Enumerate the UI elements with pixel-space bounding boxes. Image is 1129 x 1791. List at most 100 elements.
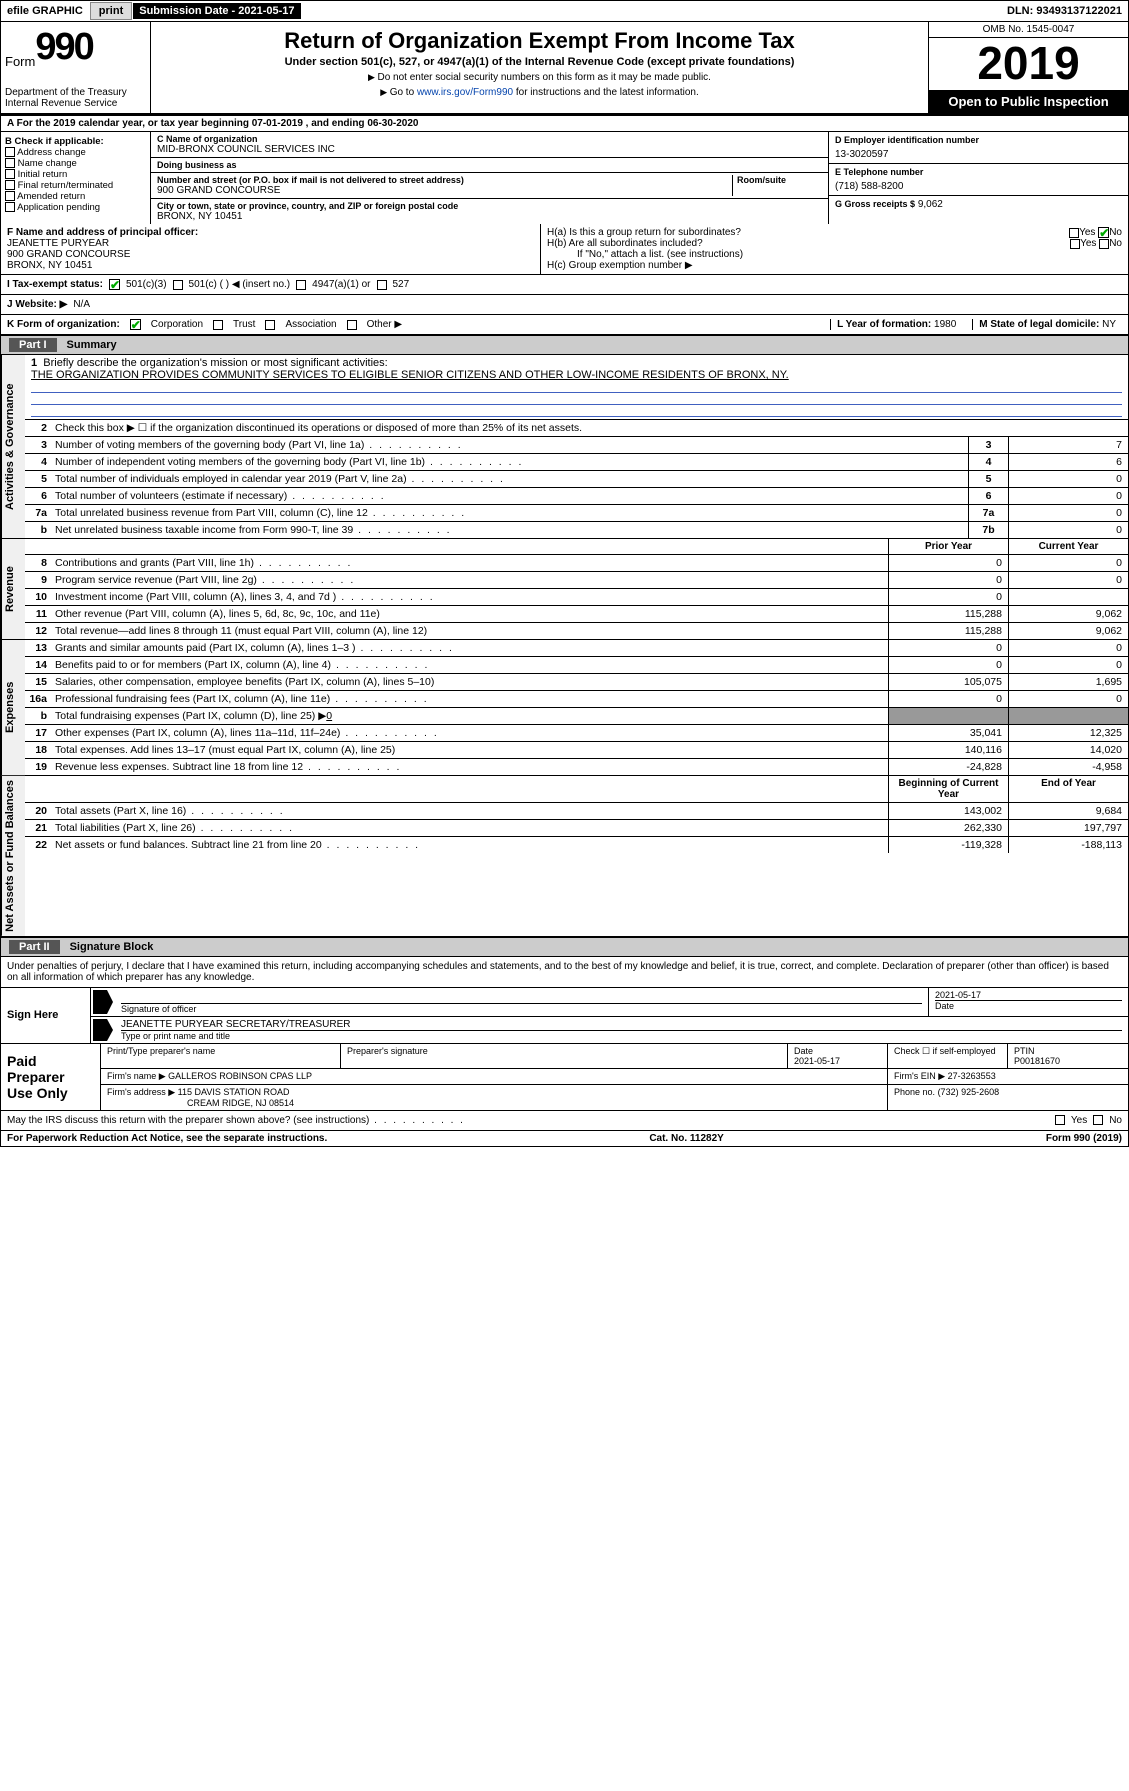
- efile-label: efile GRAPHIC: [1, 3, 89, 19]
- fh-block: F Name and address of principal officer:…: [0, 224, 1129, 275]
- line14: Benefits paid to or for members (Part IX…: [51, 657, 888, 673]
- firm-phone: Phone no. (732) 925-2608: [888, 1085, 1128, 1110]
- expenses-section: Expenses 13Grants and similar amounts pa…: [0, 639, 1129, 775]
- section-e: E Telephone number (718) 588-8200: [829, 164, 1128, 196]
- ein: 13-3020597: [835, 145, 1122, 160]
- line21: Total liabilities (Part X, line 26): [51, 820, 888, 836]
- vtab-revenue: Revenue: [1, 539, 25, 639]
- prep-ptin: PTINP00181670: [1008, 1044, 1128, 1068]
- website: N/A: [73, 299, 90, 310]
- line20: Total assets (Part X, line 16): [51, 803, 888, 819]
- dba-label: Doing business as: [157, 160, 237, 170]
- discuss-yes[interactable]: [1055, 1115, 1065, 1125]
- ha-no[interactable]: [1098, 227, 1109, 238]
- chk-amended[interactable]: Amended return: [5, 191, 146, 202]
- firm-address: Firm's address ▶ 115 DAVIS STATION ROAD …: [101, 1085, 888, 1110]
- line7a-val: 0: [1008, 505, 1128, 521]
- line7b: Net unrelated business taxable income fr…: [51, 522, 968, 538]
- form-title: Return of Organization Exempt From Incom…: [161, 28, 918, 54]
- chk-name[interactable]: Name change: [5, 158, 146, 169]
- gross-receipts: 9,062: [918, 199, 943, 210]
- ha-yes[interactable]: [1069, 228, 1079, 238]
- page-footer: For Paperwork Reduction Act Notice, see …: [0, 1131, 1129, 1147]
- chk-501c3[interactable]: [109, 279, 120, 290]
- hb-no[interactable]: [1099, 239, 1109, 249]
- form-header: Form 990 Department of the Treasury Inte…: [0, 22, 1129, 114]
- chk-pending[interactable]: Application pending: [5, 202, 146, 213]
- preparer-label: Paid Preparer Use Only: [1, 1044, 101, 1110]
- line2: Check this box ▶ ☐ if the organization d…: [51, 420, 1128, 436]
- b-header: B Check if applicable:: [5, 136, 146, 147]
- print-button[interactable]: print: [90, 2, 132, 20]
- org-name: MID-BRONX COUNCIL SERVICES INC: [157, 144, 822, 155]
- section-i: I Tax-exempt status: 501(c)(3) 501(c) ( …: [0, 275, 1129, 295]
- footer-left: For Paperwork Reduction Act Notice, see …: [7, 1133, 327, 1144]
- line11: Other revenue (Part VIII, column (A), li…: [51, 606, 888, 622]
- dln: DLN: 93493137122021: [1001, 3, 1128, 19]
- jurat: Under penalties of perjury, I declare th…: [0, 957, 1129, 988]
- discuss-question: May the IRS discuss this return with the…: [0, 1111, 1129, 1131]
- vtab-net: Net Assets or Fund Balances: [1, 776, 25, 936]
- city-state-zip: BRONX, NY 10451: [157, 211, 822, 222]
- section-d: D Employer identification number 13-3020…: [829, 132, 1128, 164]
- line3: Number of voting members of the governin…: [51, 437, 968, 453]
- chk-other[interactable]: [347, 320, 357, 330]
- phone: (718) 588-8200: [835, 177, 1122, 192]
- org-name-label: C Name of organization: [157, 134, 822, 144]
- line7a: Total unrelated business revenue from Pa…: [51, 505, 968, 521]
- line5-val: 0: [1008, 471, 1128, 487]
- prep-name: Print/Type preparer's name: [101, 1044, 341, 1068]
- section-j: J Website: ▶ N/A: [0, 295, 1129, 315]
- firm-ein: Firm's EIN ▶ 27-3263553: [888, 1069, 1128, 1084]
- line5: Total number of individuals employed in …: [51, 471, 968, 487]
- line12: Total revenue—add lines 8 through 11 (mu…: [51, 623, 888, 639]
- hb-yes[interactable]: [1070, 239, 1080, 249]
- firm-name: Firm's name ▶ GALLEROS ROBINSON CPAS LLP: [101, 1069, 888, 1084]
- chk-corp[interactable]: [130, 319, 141, 330]
- chk-assoc[interactable]: [265, 320, 275, 330]
- chk-4947[interactable]: [296, 280, 306, 290]
- line1-label: Briefly describe the organization's miss…: [43, 357, 387, 369]
- chk-final[interactable]: Final return/terminated: [5, 180, 146, 191]
- chk-address[interactable]: Address change: [5, 147, 146, 158]
- addr-label: Number and street (or P.O. box if mail i…: [157, 175, 732, 185]
- efile-header: efile GRAPHIC print Submission Date - 20…: [0, 0, 1129, 22]
- prep-sig: Preparer's signature: [341, 1044, 788, 1068]
- open-inspection: Open to Public Inspection: [929, 90, 1128, 113]
- chk-trust[interactable]: [213, 320, 223, 330]
- chk-501c[interactable]: [173, 280, 183, 290]
- prep-selfemp[interactable]: Check ☐ if self-employed: [888, 1044, 1008, 1068]
- line4-val: 6: [1008, 454, 1128, 470]
- tax-year: 2019: [929, 38, 1128, 90]
- line3-val: 7: [1008, 437, 1128, 453]
- line6: Total number of volunteers (estimate if …: [51, 488, 968, 504]
- domicile: NY: [1102, 319, 1116, 330]
- vtab-governance: Activities & Governance: [1, 355, 25, 538]
- line15: Salaries, other compensation, employee b…: [51, 674, 888, 690]
- boc-hdr: Beginning of Current Year: [888, 776, 1008, 802]
- prior-year-hdr: Prior Year: [888, 539, 1008, 554]
- line18: Total expenses. Add lines 13–17 (must eq…: [51, 742, 888, 758]
- street-address: 900 GRAND CONCOURSE: [157, 185, 732, 196]
- section-c: C Name of organization MID-BRONX COUNCIL…: [151, 132, 828, 224]
- line10: Investment income (Part VIII, column (A)…: [51, 589, 888, 605]
- section-g: G Gross receipts $ 9,062: [829, 196, 1128, 224]
- form-number: 990: [35, 26, 92, 69]
- discuss-no[interactable]: [1093, 1115, 1103, 1125]
- line13: Grants and similar amounts paid (Part IX…: [51, 640, 888, 656]
- form-word: Form: [5, 54, 35, 69]
- signature-line: Signature of officer: [115, 988, 928, 1016]
- part2-header: Part II Signature Block: [0, 937, 1129, 957]
- mission-text: THE ORGANIZATION PROVIDES COMMUNITY SERV…: [31, 369, 1122, 381]
- omb-number: OMB No. 1545-0047: [929, 22, 1128, 38]
- governance-section: Activities & Governance 1 Briefly descri…: [0, 355, 1129, 538]
- footer-mid: Cat. No. 11282Y: [649, 1133, 723, 1144]
- chk-initial[interactable]: Initial return: [5, 169, 146, 180]
- entity-block: B Check if applicable: Address change Na…: [0, 132, 1129, 224]
- ssn-warning: Do not enter social security numbers on …: [161, 72, 918, 83]
- sign-here: Sign Here Signature of officer 2021-05-1…: [0, 988, 1129, 1044]
- line16a: Professional fundraising fees (Part IX, …: [51, 691, 888, 707]
- irs-link[interactable]: www.irs.gov/Form990: [417, 87, 513, 98]
- prep-date: Date2021-05-17: [788, 1044, 888, 1068]
- chk-527[interactable]: [377, 280, 387, 290]
